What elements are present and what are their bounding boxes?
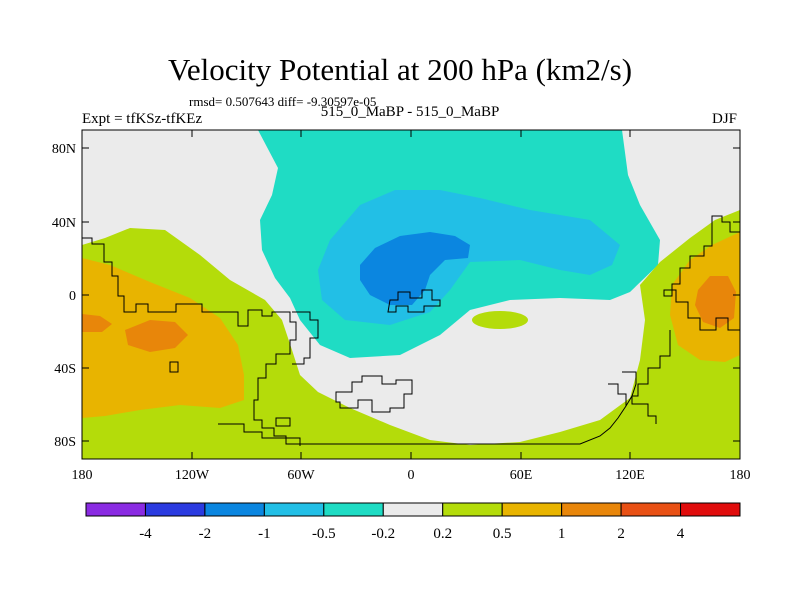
field-region-blue	[360, 232, 470, 305]
latitude-axis: 80N 40N 0 40S 80S	[52, 142, 740, 450]
field-region-darkorange-east	[695, 276, 736, 328]
lon-tick-label: 180	[72, 468, 93, 483]
colorbar-label: 1	[558, 526, 566, 542]
lon-tick-label: 120E	[615, 468, 645, 483]
colorbar-swatch	[323, 502, 384, 517]
colorbar-label: -4	[139, 526, 152, 542]
field-region-green-west	[82, 210, 740, 459]
colorbar-label: 2	[617, 526, 625, 542]
lon-tick-label: 180	[730, 468, 751, 483]
colorbar-swatch	[501, 502, 563, 517]
colorbar-swatch	[561, 502, 622, 517]
coastline-southeast-asia	[631, 330, 671, 424]
coastline-africa	[292, 311, 319, 365]
colorbar-label: -0.5	[312, 526, 336, 542]
lon-tick-label: 120W	[175, 468, 210, 483]
colorbar-label: -0.2	[371, 526, 395, 542]
colorbar-label: -1	[258, 526, 271, 542]
field-region-darkorange-edge	[82, 314, 112, 332]
colorbar-label: -2	[199, 526, 212, 542]
lat-tick-label: 80N	[52, 142, 76, 157]
case-subtitle: 515_0_MaBP - 515_0_MaBP	[320, 104, 500, 120]
lon-tick-label: 60E	[510, 468, 533, 483]
map-field	[82, 130, 740, 459]
field-region-green-island	[472, 311, 528, 329]
coastline-americas	[82, 237, 637, 445]
coastlines	[82, 215, 740, 446]
stats-text: rmsd= 0.507643 diff= -9.30597e-05	[189, 94, 377, 109]
longitude-axis: 180 120W 60W 0 60E 120E 180	[72, 130, 751, 483]
lon-tick-label: 0	[408, 468, 415, 483]
colorbar-swatch	[382, 502, 444, 517]
colorbar-swatch	[144, 502, 206, 517]
experiment-label: Expt = tfKSz-tfKEz	[82, 111, 203, 127]
coastline-island-equator	[387, 289, 441, 313]
colorbar-swatch	[204, 502, 265, 517]
field-region-darkorange-west	[125, 320, 188, 352]
coastline-island-south	[335, 375, 413, 413]
season-label: DJF	[712, 111, 738, 127]
colorbar-swatch	[263, 502, 325, 517]
colorbar-swatch	[442, 502, 503, 517]
lat-tick-label: 40N	[52, 216, 76, 231]
colorbar-label: 0.2	[433, 526, 452, 542]
coastline-indian	[608, 383, 627, 406]
colorbar-label: 4	[677, 526, 685, 542]
lat-tick-label: 80S	[54, 435, 76, 450]
colorbar: -4 -2 -1 -0.5 -0.2 0.2 0.5 1 2 4	[85, 502, 741, 542]
coastline-antarctic-shelf	[218, 423, 301, 446]
map-title: Velocity Potential at 200 hPa (km2/s)	[167, 52, 633, 87]
lat-tick-label: 0	[69, 289, 76, 304]
colorbar-swatch	[680, 502, 741, 517]
coastline-small-island	[169, 361, 179, 373]
lon-tick-label: 60W	[287, 468, 315, 483]
colorbar-label: 0.5	[493, 526, 512, 542]
colorbar-swatch	[620, 502, 682, 517]
coastline-small-island-2	[275, 417, 291, 427]
lat-tick-label: 40S	[54, 362, 76, 377]
coastline-eurasia-east	[663, 215, 740, 331]
colorbar-swatch	[85, 502, 146, 517]
